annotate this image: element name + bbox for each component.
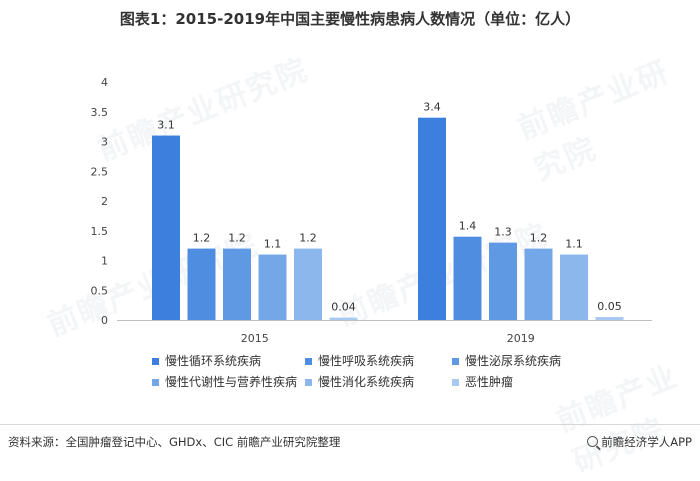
data-label: 3.4 <box>423 101 441 114</box>
legend-label: 慢性泌尿系统疾病 <box>465 353 561 368</box>
y-tick-label: 2.5 <box>91 165 109 178</box>
bar <box>329 317 358 320</box>
bar-chart: 0 0.5 1 1.5 2 2.5 3 3.5 4 3.1 1.2 1.2 1.1 1.2 0.04 2015… <box>91 76 652 389</box>
source-note: 资料来源：全国肿瘤登记中心、GHDx、CIC 前瞻产业研究院整理 <box>8 435 341 449</box>
bar <box>152 135 180 320</box>
chart-title: 图表1：2015-2019年中国主要慢性病患病人数情况（单位：亿人） <box>119 10 581 28</box>
y-tick-label: 3 <box>101 136 108 149</box>
data-label: 1.2 <box>299 232 317 245</box>
legend-swatch <box>305 379 312 386</box>
data-label: 1.3 <box>494 226 512 239</box>
bar <box>223 248 251 320</box>
bar <box>489 242 517 320</box>
bar <box>595 317 624 320</box>
bar <box>453 236 482 320</box>
data-label: 1.2 <box>228 232 246 245</box>
data-label: 1.4 <box>459 220 477 233</box>
legend-swatch <box>452 379 459 386</box>
bar <box>187 248 216 320</box>
legend-label: 慢性呼吸系统疾病 <box>318 353 414 368</box>
data-label: 0.05 <box>597 300 622 313</box>
brand-label: 前瞻经济学人APP <box>587 434 692 450</box>
data-label: 3.1 <box>157 119 175 132</box>
legend-label: 恶性肿瘤 <box>465 374 513 389</box>
legend-label: 慢性循环系统疾病 <box>165 353 261 368</box>
footer-divider <box>0 424 700 425</box>
data-label: 1.2 <box>193 232 211 245</box>
data-label: 0.04 <box>331 301 356 314</box>
data-label: 1.1 <box>565 238 583 251</box>
legend-swatch <box>152 379 159 386</box>
legend-swatch <box>305 358 312 365</box>
y-tick-label: 3.5 <box>91 106 109 119</box>
legend-swatch <box>452 358 459 365</box>
brand-text: 前瞻经济学人APP <box>601 435 692 449</box>
legend-label: 慢性代谢性与营养性疾病 <box>165 374 297 389</box>
y-tick-label: 0.5 <box>91 284 109 297</box>
y-tick-label: 1 <box>101 255 108 268</box>
legend-label: 慢性消化系统疾病 <box>318 374 414 389</box>
legend-swatch <box>152 358 159 365</box>
bar <box>560 254 588 320</box>
bar <box>418 117 446 320</box>
data-label: 1.2 <box>530 232 548 245</box>
bar <box>524 248 553 320</box>
bar <box>258 254 287 320</box>
y-tick-label: 2 <box>101 195 108 208</box>
x-tick-label: 2015 <box>241 332 269 345</box>
y-tick-label: 1.5 <box>91 225 109 238</box>
y-tick-label: 0 <box>101 314 108 327</box>
data-label: 1.1 <box>264 238 282 251</box>
bar <box>294 248 322 320</box>
y-tick-label: 4 <box>101 76 108 89</box>
search-icon <box>587 436 599 447</box>
x-tick-label: 2019 <box>507 332 535 345</box>
